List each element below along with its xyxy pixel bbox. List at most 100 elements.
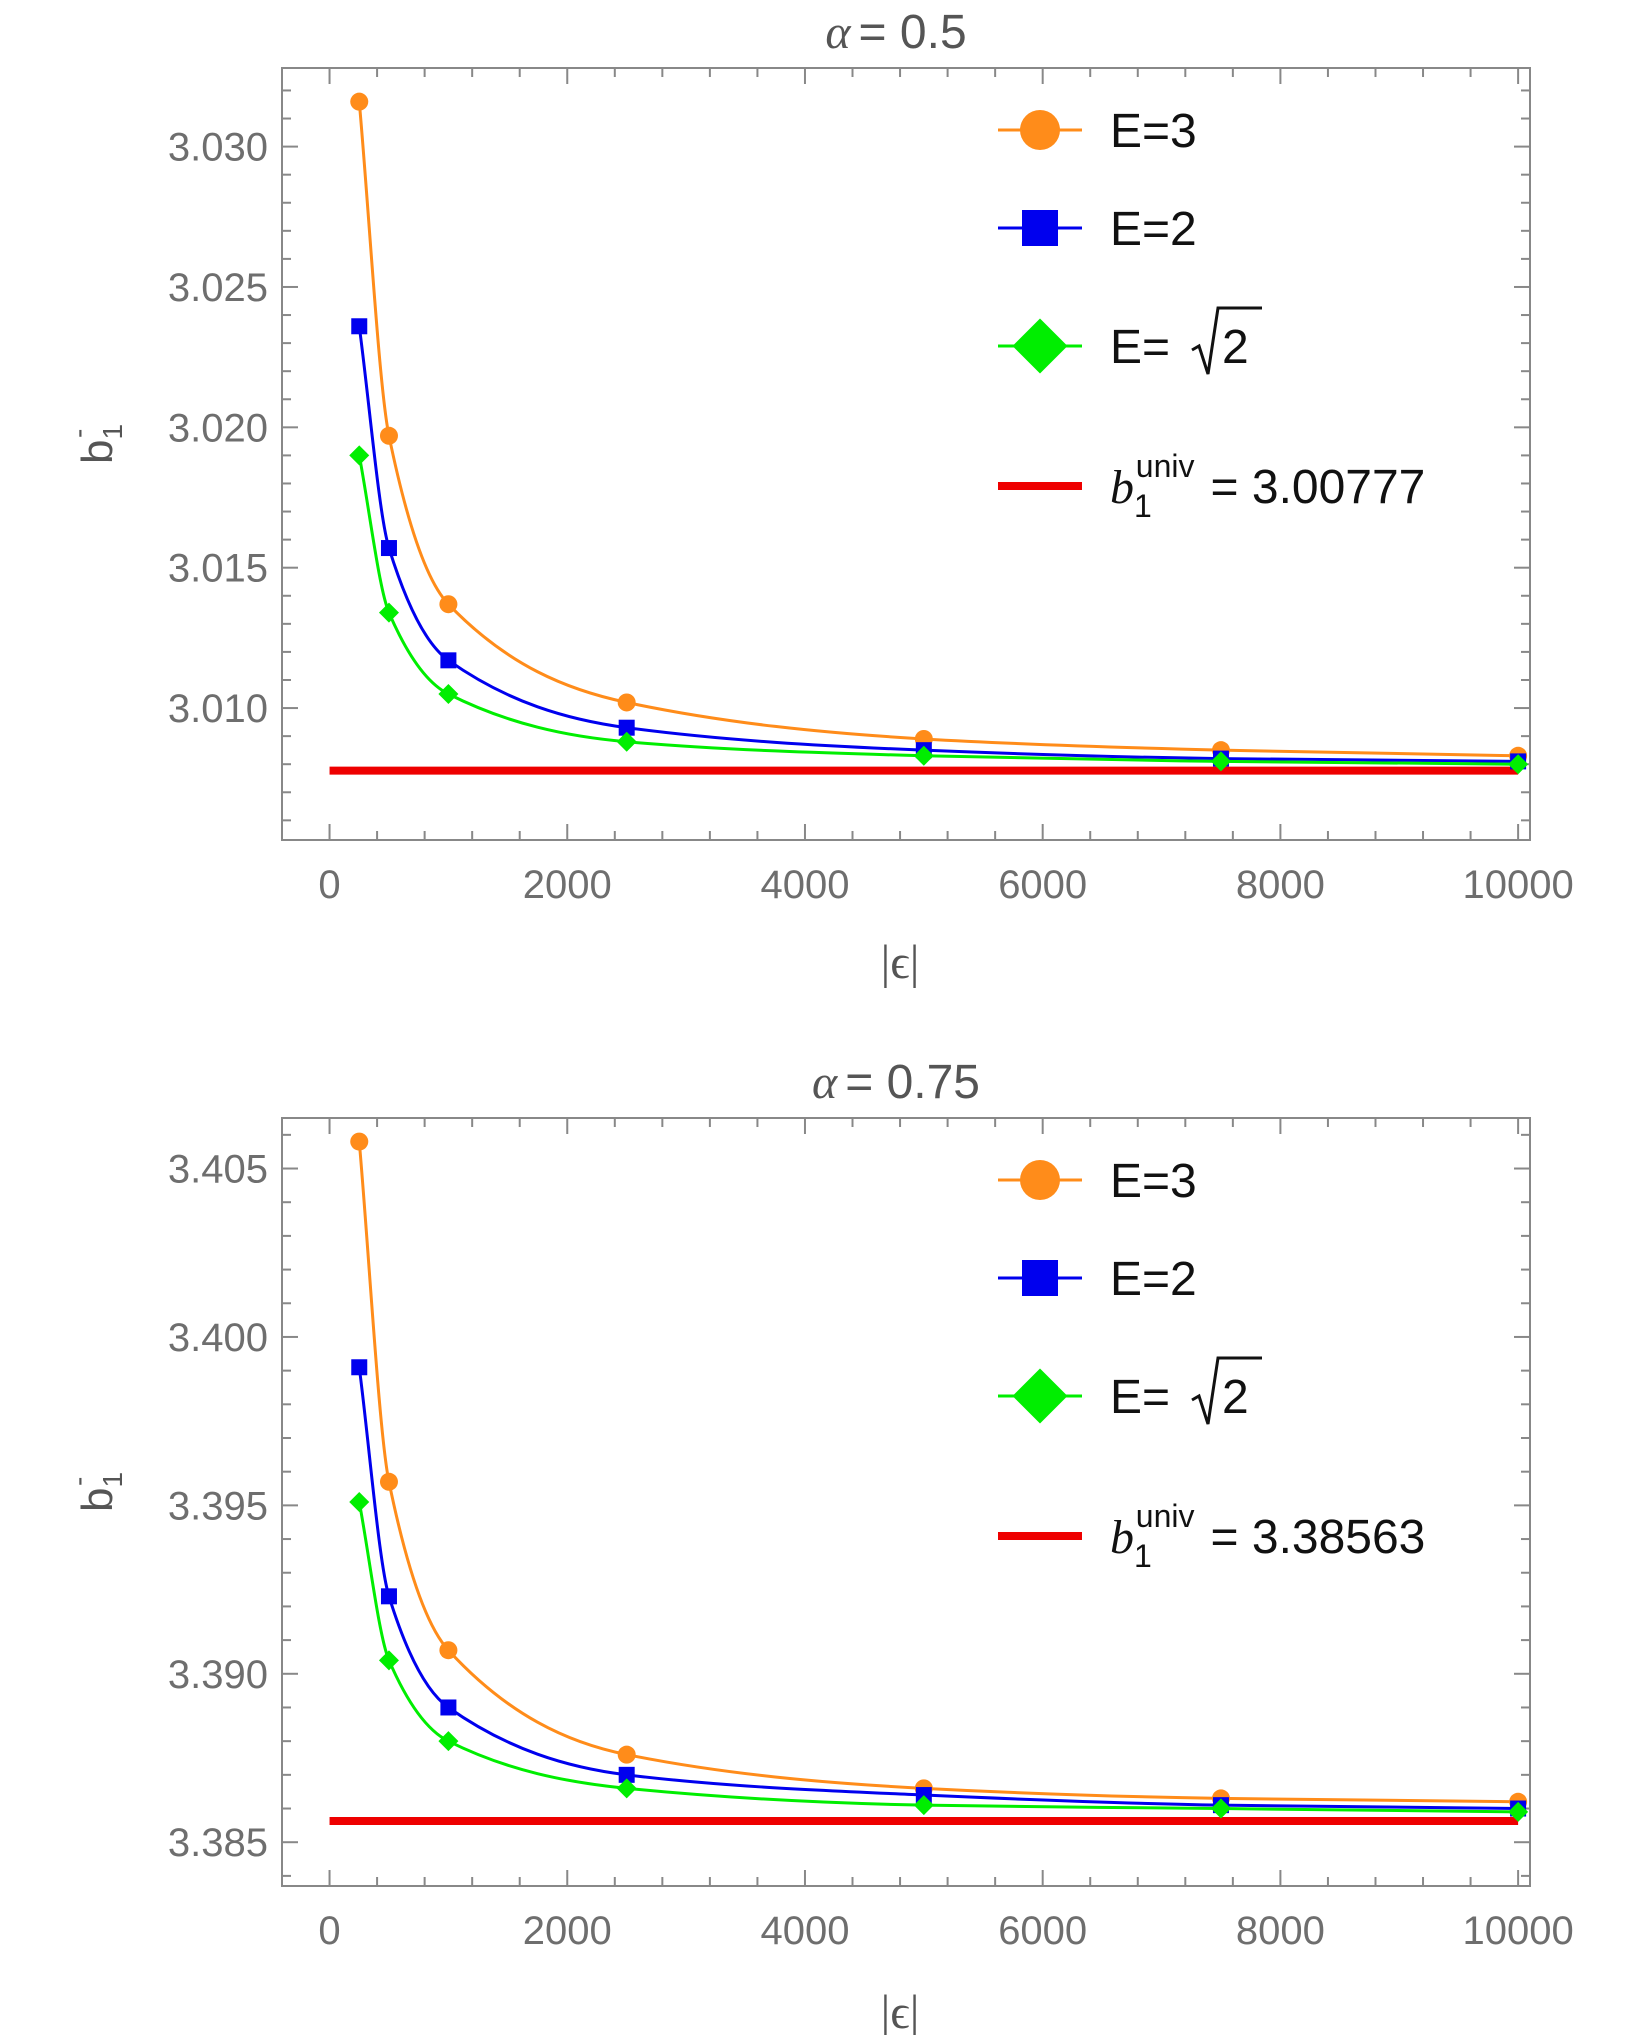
x-axis-label: |ϵ| bbox=[881, 1986, 920, 2035]
data-point-Esqrt2 bbox=[438, 684, 459, 705]
data-point-E2 bbox=[380, 540, 397, 557]
legend-label-univ: b1 univ = 3.38563 bbox=[1110, 1498, 1425, 1574]
y-label-superscript: - bbox=[63, 429, 94, 438]
data-point-Esqrt2 bbox=[349, 1492, 370, 1512]
chart-panel-1: 0 2000 4000 6000 8000 10000 3.010 3.015 3.020 3.0… bbox=[63, 6, 1574, 989]
x-axis-label: |ϵ| bbox=[881, 936, 920, 989]
legend-marker-E3 bbox=[1020, 1160, 1060, 1200]
title-value: = 0.75 bbox=[845, 1056, 980, 1109]
title-symbol: α bbox=[825, 6, 851, 59]
data-point-Esqrt2 bbox=[913, 1795, 934, 1816]
title-symbol: α bbox=[812, 1056, 838, 1109]
y-tick-label: 3.025 bbox=[168, 266, 268, 310]
univ-superscript: univ bbox=[1136, 1498, 1195, 1534]
data-point-E2 bbox=[380, 1588, 397, 1605]
legend-label-E3: E=3 bbox=[1110, 1155, 1197, 1208]
x-tick-label: 0 bbox=[318, 1909, 340, 1953]
sqrt-radical-icon bbox=[1191, 1356, 1262, 1425]
x-tick-label: 10000 bbox=[1462, 1909, 1573, 1953]
y-label-superscript: - bbox=[63, 1477, 94, 1486]
data-point-E2 bbox=[351, 318, 368, 335]
legend-label-text: E=3 bbox=[1110, 1155, 1197, 1208]
x-tick-label: 10000 bbox=[1462, 863, 1573, 907]
data-point-E3 bbox=[439, 1641, 458, 1660]
y-tick-label: 3.395 bbox=[168, 1484, 268, 1528]
data-point-E3 bbox=[350, 1132, 369, 1151]
data-point-E2 bbox=[351, 1359, 368, 1376]
y-tick-label: 3.400 bbox=[168, 1316, 268, 1360]
y-tick-label: 3.385 bbox=[168, 1821, 268, 1865]
legend-marker-Esqrt2 bbox=[1012, 1368, 1068, 1424]
y-tick-label: 3.030 bbox=[168, 126, 268, 170]
plot-frame bbox=[281, 67, 1531, 841]
x-tick-label: 8000 bbox=[1236, 1909, 1325, 1953]
data-point-E3 bbox=[617, 693, 636, 712]
data-point-E2 bbox=[440, 1699, 457, 1716]
sqrt-radical-icon bbox=[1191, 306, 1262, 375]
legend-label-text: E=2 bbox=[1110, 1253, 1197, 1306]
series-line-Esqrt2 bbox=[357, 1501, 1519, 1814]
series-line-E3 bbox=[357, 101, 1519, 758]
y-axis-label: b1- bbox=[63, 424, 128, 464]
data-point-Esqrt2 bbox=[913, 745, 934, 766]
legend-radicand: 2 bbox=[1222, 1371, 1249, 1424]
data-point-E3 bbox=[379, 426, 398, 445]
data-point-Esqrt2 bbox=[1210, 1798, 1231, 1819]
x-tick-label: 6000 bbox=[998, 1909, 1087, 1953]
data-point-Esqrt2 bbox=[1210, 751, 1231, 772]
x-tick-label: 2000 bbox=[523, 863, 612, 907]
chart-panel-2: 0 2000 4000 6000 8000 10000 3.385 3.390 3.395 3.4… bbox=[63, 1056, 1574, 2035]
y-tick-label: 3.015 bbox=[168, 547, 268, 591]
x-tick-label: 2000 bbox=[523, 1909, 612, 1953]
univ-subscript: 1 bbox=[1134, 1538, 1152, 1574]
data-point-Esqrt2 bbox=[616, 1778, 637, 1799]
data-point-Esqrt2 bbox=[616, 731, 637, 752]
y-label-subscript: 1 bbox=[97, 1472, 128, 1488]
legend-radicand: 2 bbox=[1222, 321, 1249, 374]
legend-marker-E2 bbox=[1022, 210, 1058, 246]
data-point-E3 bbox=[617, 1745, 636, 1764]
data-point-E2 bbox=[618, 719, 635, 736]
univ-value: = 3.38563 bbox=[1211, 1511, 1426, 1564]
data-point-E3 bbox=[439, 595, 458, 614]
data-point-E2 bbox=[915, 1787, 932, 1804]
univ-subscript: 1 bbox=[1134, 488, 1152, 524]
y-label-subscript: 1 bbox=[97, 424, 128, 440]
univ-value: = 3.00777 bbox=[1211, 461, 1426, 514]
data-point-Esqrt2 bbox=[1508, 1801, 1529, 1822]
legend-label-text: E= bbox=[1110, 321, 1170, 374]
y-label-symbol: b bbox=[73, 1488, 122, 1512]
data-point-E3 bbox=[379, 1472, 398, 1491]
y-tick-label: 3.405 bbox=[168, 1148, 268, 1192]
series-line-E2 bbox=[357, 1367, 1519, 1811]
legend-label-Esqrt2: E= bbox=[1110, 321, 1170, 374]
legend-label-univ: b1 univ = 3.00777 bbox=[1110, 448, 1425, 524]
legend-label-E2: E=2 bbox=[1110, 203, 1197, 256]
chart-title: α = 0.5 bbox=[825, 6, 966, 59]
legend-label-text: E=3 bbox=[1110, 105, 1197, 158]
x-tick-label: 4000 bbox=[760, 1909, 849, 1953]
x-tick-label: 4000 bbox=[760, 863, 849, 907]
data-point-E3 bbox=[350, 92, 369, 111]
series-line-E3 bbox=[357, 1141, 1519, 1804]
y-tick-label: 3.020 bbox=[168, 406, 268, 450]
y-tick-label: 3.010 bbox=[168, 687, 268, 731]
legend-label-E3: E=3 bbox=[1110, 105, 1197, 158]
x-tick-label: 0 bbox=[318, 863, 340, 907]
y-tick-label: 3.390 bbox=[168, 1653, 268, 1697]
title-value: = 0.5 bbox=[859, 6, 967, 59]
legend-marker-Esqrt2 bbox=[1012, 318, 1068, 374]
series-line-Esqrt2 bbox=[357, 455, 1519, 766]
data-point-Esqrt2 bbox=[378, 602, 399, 623]
data-point-E2 bbox=[440, 652, 457, 669]
legend-label-E2: E=2 bbox=[1110, 1253, 1197, 1306]
data-point-Esqrt2 bbox=[438, 1731, 459, 1752]
data-point-Esqrt2 bbox=[349, 445, 370, 466]
series-line-E2 bbox=[357, 326, 1519, 763]
y-axis-label: b1- bbox=[63, 1472, 128, 1512]
data-point-E2 bbox=[618, 1766, 635, 1783]
univ-symbol: b bbox=[1110, 1511, 1134, 1564]
y-label-symbol: b bbox=[73, 440, 122, 464]
legend-marker-E2 bbox=[1022, 1260, 1058, 1296]
